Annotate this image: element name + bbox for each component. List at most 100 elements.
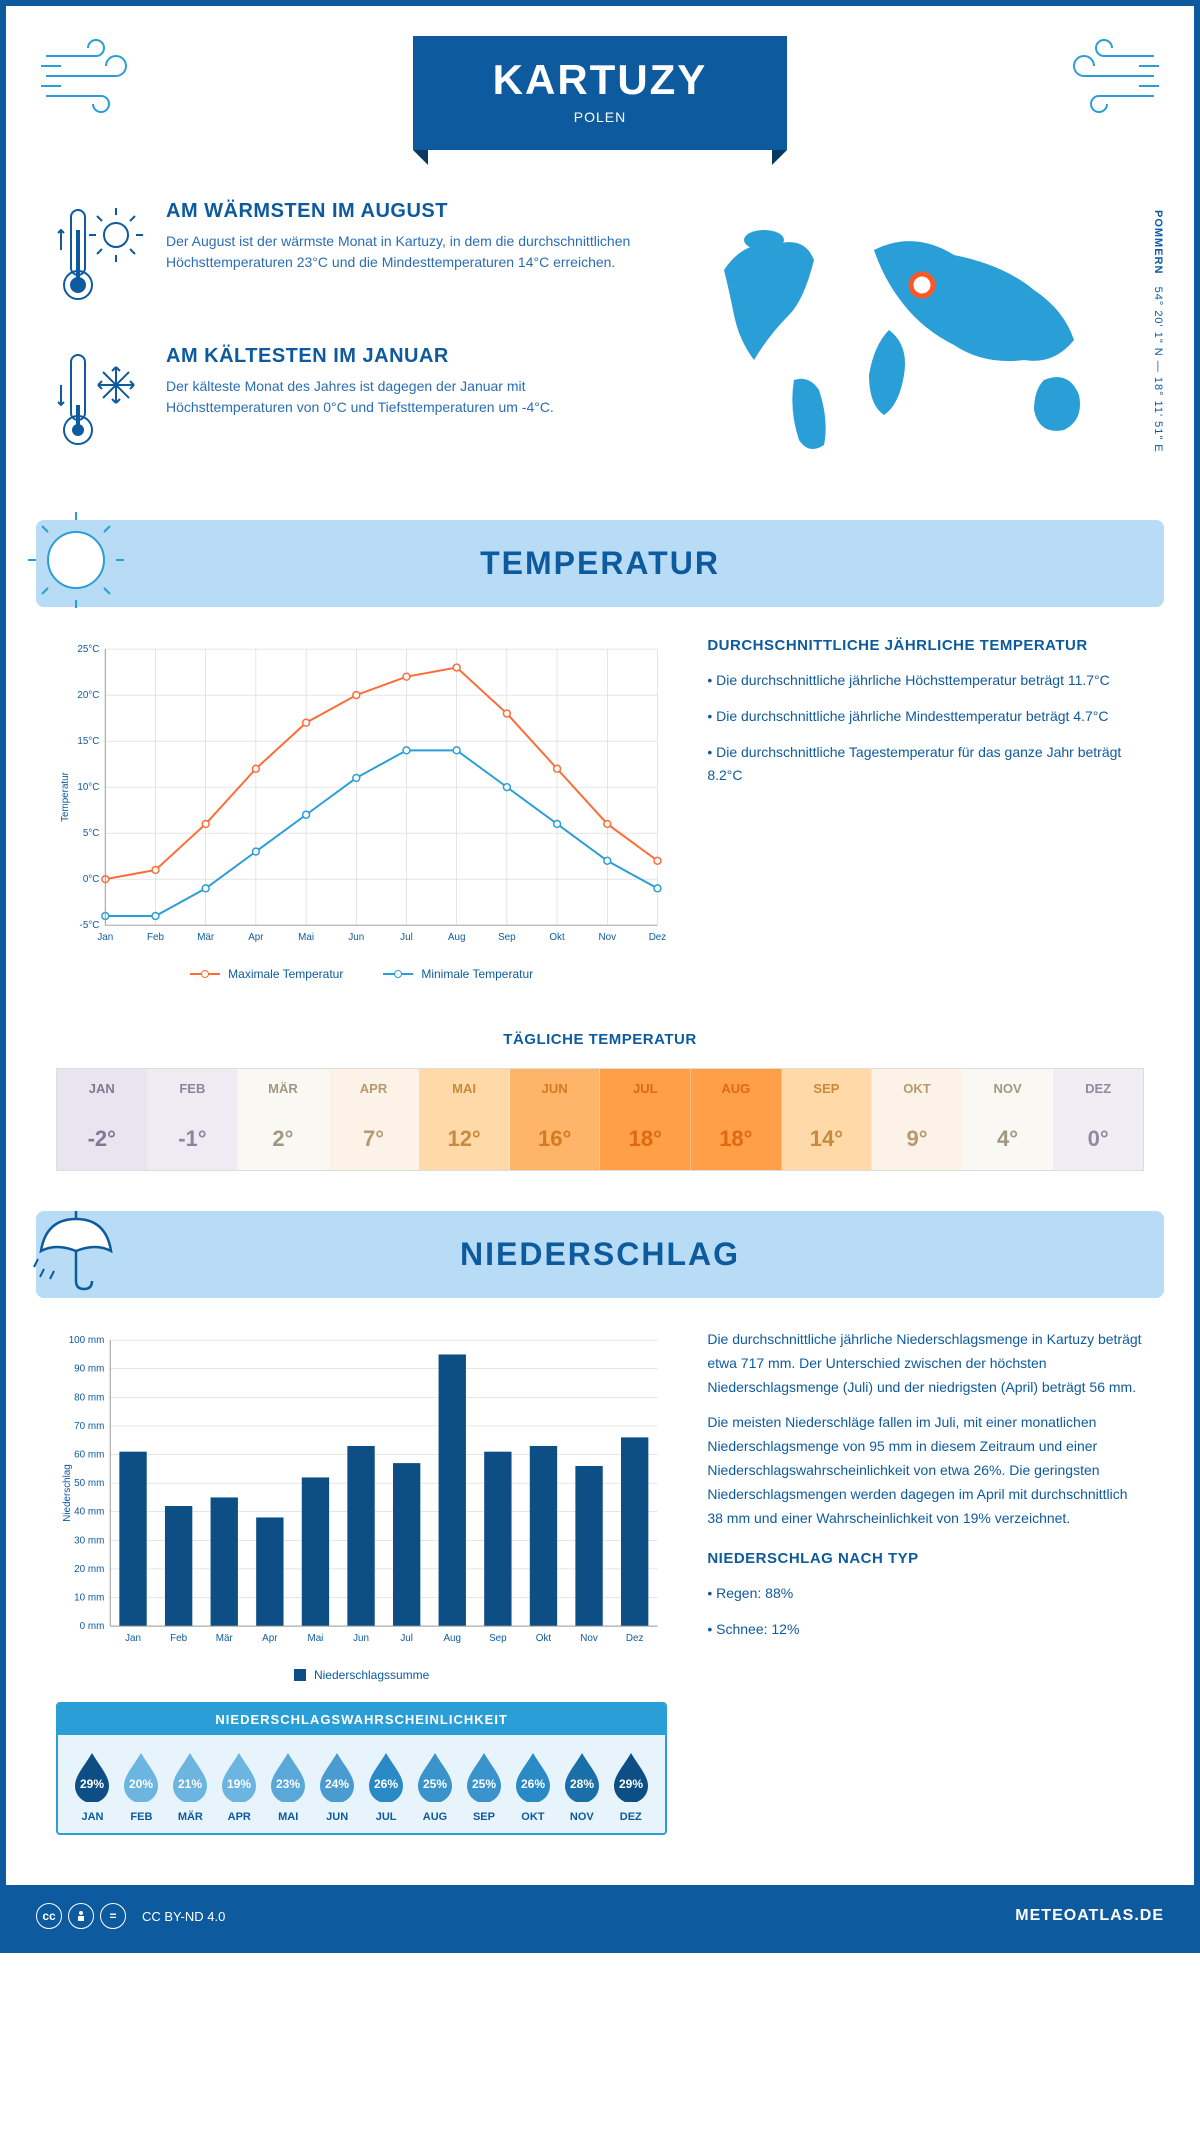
- svg-text:21%: 21%: [178, 1777, 202, 1791]
- svg-text:Jun: Jun: [348, 932, 364, 943]
- daily-temp-title: TÄGLICHE TEMPERATUR: [56, 1031, 1144, 1048]
- svg-text:29%: 29%: [619, 1777, 643, 1791]
- svg-text:Mai: Mai: [307, 1633, 323, 1644]
- svg-text:Sep: Sep: [489, 1633, 507, 1644]
- coldest-title: AM KÄLTESTEN IM JANUAR: [166, 345, 654, 368]
- daily-temperature-table: TÄGLICHE TEMPERATUR JAN-2°FEB-1°MÄR2°APR…: [6, 1011, 1194, 1211]
- svg-text:Jul: Jul: [400, 1633, 413, 1644]
- svg-text:Jul: Jul: [400, 932, 413, 943]
- license-text: CC BY-ND 4.0: [142, 1909, 225, 1924]
- svg-text:26%: 26%: [374, 1777, 398, 1791]
- svg-text:24%: 24%: [325, 1777, 349, 1791]
- svg-text:Feb: Feb: [147, 932, 165, 943]
- svg-text:60 mm: 60 mm: [74, 1450, 104, 1461]
- precip-drop: 25%SEP: [460, 1750, 509, 1823]
- svg-text:70 mm: 70 mm: [74, 1421, 104, 1432]
- svg-text:19%: 19%: [227, 1777, 251, 1791]
- wind-icon: [36, 36, 156, 116]
- country-label: POLEN: [493, 109, 708, 125]
- svg-text:25°C: 25°C: [77, 644, 99, 655]
- precip-drop: 29%DEZ: [606, 1750, 655, 1823]
- precipitation-title: NIEDERSCHLAG: [36, 1236, 1164, 1273]
- warmest-title: AM WÄRMSTEN IM AUGUST: [166, 200, 654, 223]
- legend-precip: Niederschlagssumme: [314, 1668, 429, 1682]
- legend-min: Minimale Temperatur: [421, 967, 533, 981]
- title-banner: KARTUZY POLEN: [413, 36, 788, 150]
- svg-text:Feb: Feb: [170, 1633, 188, 1644]
- precip-drop: 26%JUL: [362, 1750, 411, 1823]
- temp-cell: AUG18°: [691, 1069, 782, 1170]
- thermometer-snow-icon: [56, 345, 146, 460]
- svg-text:80 mm: 80 mm: [74, 1392, 104, 1403]
- svg-text:28%: 28%: [570, 1777, 594, 1791]
- nd-icon: =: [100, 1903, 126, 1929]
- svg-text:Apr: Apr: [262, 1633, 278, 1644]
- svg-text:15°C: 15°C: [77, 736, 99, 747]
- svg-text:Dez: Dez: [626, 1633, 644, 1644]
- warmest-text: Der August ist der wärmste Monat in Kart…: [166, 231, 654, 273]
- precip-drop: 19%APR: [215, 1750, 264, 1823]
- svg-text:Temperatur: Temperatur: [60, 771, 71, 822]
- svg-text:90 mm: 90 mm: [74, 1364, 104, 1375]
- brand: METEOATLAS.DE: [1015, 1907, 1164, 1925]
- legend-max: Maximale Temperatur: [228, 967, 343, 981]
- temp-cell: MÄR2°: [238, 1069, 329, 1170]
- svg-text:Nov: Nov: [580, 1633, 598, 1644]
- svg-text:29%: 29%: [80, 1777, 104, 1791]
- precip-drop: 24%JUN: [313, 1750, 362, 1823]
- svg-text:0 mm: 0 mm: [80, 1621, 105, 1632]
- by-icon: [68, 1903, 94, 1929]
- svg-text:-5°C: -5°C: [80, 920, 100, 931]
- temp-cell: DEZ0°: [1053, 1069, 1143, 1170]
- svg-text:25%: 25%: [423, 1777, 447, 1791]
- temp-cell: MAI12°: [419, 1069, 510, 1170]
- precip-drop: 20%FEB: [117, 1750, 166, 1823]
- svg-text:Sep: Sep: [498, 932, 516, 943]
- temperature-line-chart: -5°C0°C5°C10°C15°C20°C25°CJanFebMärAprMa…: [56, 637, 667, 981]
- temp-cell: OKT9°: [872, 1069, 963, 1170]
- temperature-title: TEMPERATUR: [36, 545, 1164, 582]
- temp-cell: JUN16°: [510, 1069, 601, 1170]
- precip-drop: 28%NOV: [557, 1750, 606, 1823]
- precip-drop: 21%MÄR: [166, 1750, 215, 1823]
- svg-text:Nov: Nov: [598, 932, 616, 943]
- svg-text:Mär: Mär: [197, 932, 215, 943]
- svg-text:Jun: Jun: [353, 1633, 369, 1644]
- precip-drop: 25%AUG: [411, 1750, 460, 1823]
- svg-text:50 mm: 50 mm: [74, 1478, 104, 1489]
- svg-text:Aug: Aug: [443, 1633, 461, 1644]
- precip-type-title: NIEDERSCHLAG NACH TYP: [707, 1550, 1144, 1567]
- svg-text:Okt: Okt: [536, 1633, 552, 1644]
- precipitation-bar-chart: 0 mm 10 mm 20 mm 30 mm 40 mm 50 mm 60 mm 70 mm 8…: [56, 1328, 667, 1658]
- svg-text:20°C: 20°C: [77, 690, 99, 701]
- header: KARTUZY POLEN: [6, 6, 1194, 190]
- temperature-section-header: TEMPERATUR: [36, 520, 1164, 607]
- svg-text:20 mm: 20 mm: [74, 1564, 104, 1575]
- svg-text:40 mm: 40 mm: [74, 1507, 104, 1518]
- precipitation-summary: Die durchschnittliche jährliche Niedersc…: [707, 1328, 1144, 1855]
- svg-text:10°C: 10°C: [77, 782, 99, 793]
- svg-text:10 mm: 10 mm: [74, 1592, 104, 1603]
- temp-cell: APR7°: [329, 1069, 420, 1170]
- temp-cell: SEP14°: [782, 1069, 873, 1170]
- cc-icon: cc: [36, 1903, 62, 1929]
- umbrella-icon: [26, 1201, 126, 1301]
- svg-text:25%: 25%: [472, 1777, 496, 1791]
- svg-text:Okt: Okt: [549, 932, 565, 943]
- thermometer-sun-icon: [56, 200, 146, 315]
- wind-icon: [1044, 36, 1164, 116]
- sun-icon: [26, 510, 126, 610]
- svg-text:Apr: Apr: [248, 932, 264, 943]
- svg-text:Jan: Jan: [97, 932, 113, 943]
- svg-text:5°C: 5°C: [83, 828, 100, 839]
- svg-text:Aug: Aug: [448, 932, 466, 943]
- svg-text:Niederschlag: Niederschlag: [62, 1464, 73, 1522]
- svg-text:Mai: Mai: [298, 932, 314, 943]
- svg-text:20%: 20%: [129, 1777, 153, 1791]
- svg-text:30 mm: 30 mm: [74, 1535, 104, 1546]
- license-icons: cc = CC BY-ND 4.0: [36, 1903, 225, 1929]
- svg-text:26%: 26%: [521, 1777, 545, 1791]
- footer: cc = CC BY-ND 4.0 METEOATLAS.DE: [6, 1885, 1194, 1947]
- precipitation-probability: NIEDERSCHLAGSWAHRSCHEINLICHKEIT 29%JAN20…: [56, 1702, 667, 1835]
- city-title: KARTUZY: [493, 56, 708, 104]
